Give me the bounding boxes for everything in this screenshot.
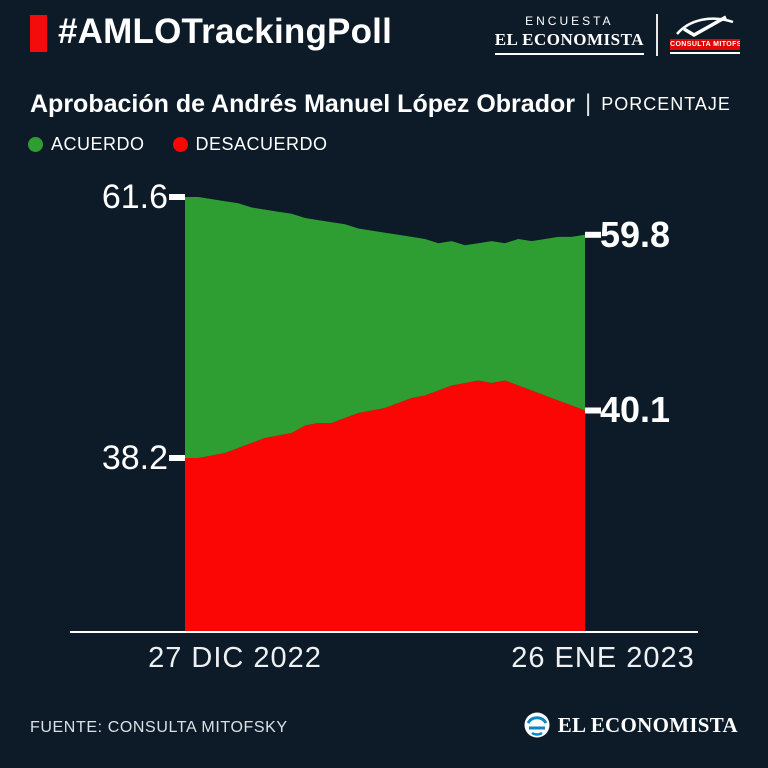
header-accent-block xyxy=(30,15,47,52)
x-axis-start-label: 27 DIC 2022 xyxy=(148,642,322,674)
acuerdo-area xyxy=(185,197,585,458)
mitofsky-rule xyxy=(670,52,740,54)
value-tick xyxy=(169,455,185,461)
chart-title-bar: Aprobación de Andrés Manuel López Obrado… xyxy=(30,90,731,119)
el-economista-footer-logo: EL ECONOMISTA xyxy=(524,712,738,738)
page-title: #AMLOTrackingPoll xyxy=(58,12,393,51)
consulta-mitofsky-logo: CONSULTA MITOFSKY xyxy=(670,14,740,54)
legend-item-desacuerdo: DESACUERDO xyxy=(172,134,328,155)
chart-title: Aprobación de Andrés Manuel López Obrado… xyxy=(30,90,575,118)
legend-item-acuerdo: ACUERDO xyxy=(28,134,145,155)
source-note: FUENTE: CONSULTA MITOFSKY xyxy=(30,719,288,736)
legend: ACUERDO DESACUERDO xyxy=(28,134,328,155)
desacuerdo-end-value: 40.1 xyxy=(600,389,671,430)
el-economista-footer-label: EL ECONOMISTA xyxy=(557,712,738,737)
acuerdo-dot-icon xyxy=(28,137,43,152)
el-economista-label: EL ECONOMISTA xyxy=(494,30,644,49)
desacuerdo-start-value: 38.2 xyxy=(101,439,168,477)
mitofsky-label: CONSULTA MITOFSKY xyxy=(670,39,740,50)
legend-label-desacuerdo: DESACUERDO xyxy=(195,134,328,154)
desacuerdo-area xyxy=(185,380,585,631)
acuerdo-end-value: 59.8 xyxy=(600,214,671,255)
title-separator: | xyxy=(584,89,592,117)
logo-divider xyxy=(656,14,658,56)
x-axis-end-label: 26 ENE 2023 xyxy=(511,642,695,674)
header-logos: ENCUESTA EL ECONOMISTA CONSULTA MITOFSKY xyxy=(494,14,740,56)
mitofsky-bird-icon xyxy=(676,15,734,38)
value-tick xyxy=(169,194,185,200)
encuesta-el-economista-logo: ENCUESTA EL ECONOMISTA xyxy=(494,14,644,55)
value-tick xyxy=(585,231,601,238)
el-economista-icon xyxy=(524,712,550,738)
encuesta-label: ENCUESTA xyxy=(525,14,614,28)
acuerdo-start-value: 61.6 xyxy=(101,178,168,216)
desacuerdo-dot-icon xyxy=(172,137,188,152)
value-tick xyxy=(585,407,601,414)
legend-label-acuerdo: ACUERDO xyxy=(51,134,145,154)
chart-unit-label: PORCENTAJE xyxy=(601,94,731,114)
